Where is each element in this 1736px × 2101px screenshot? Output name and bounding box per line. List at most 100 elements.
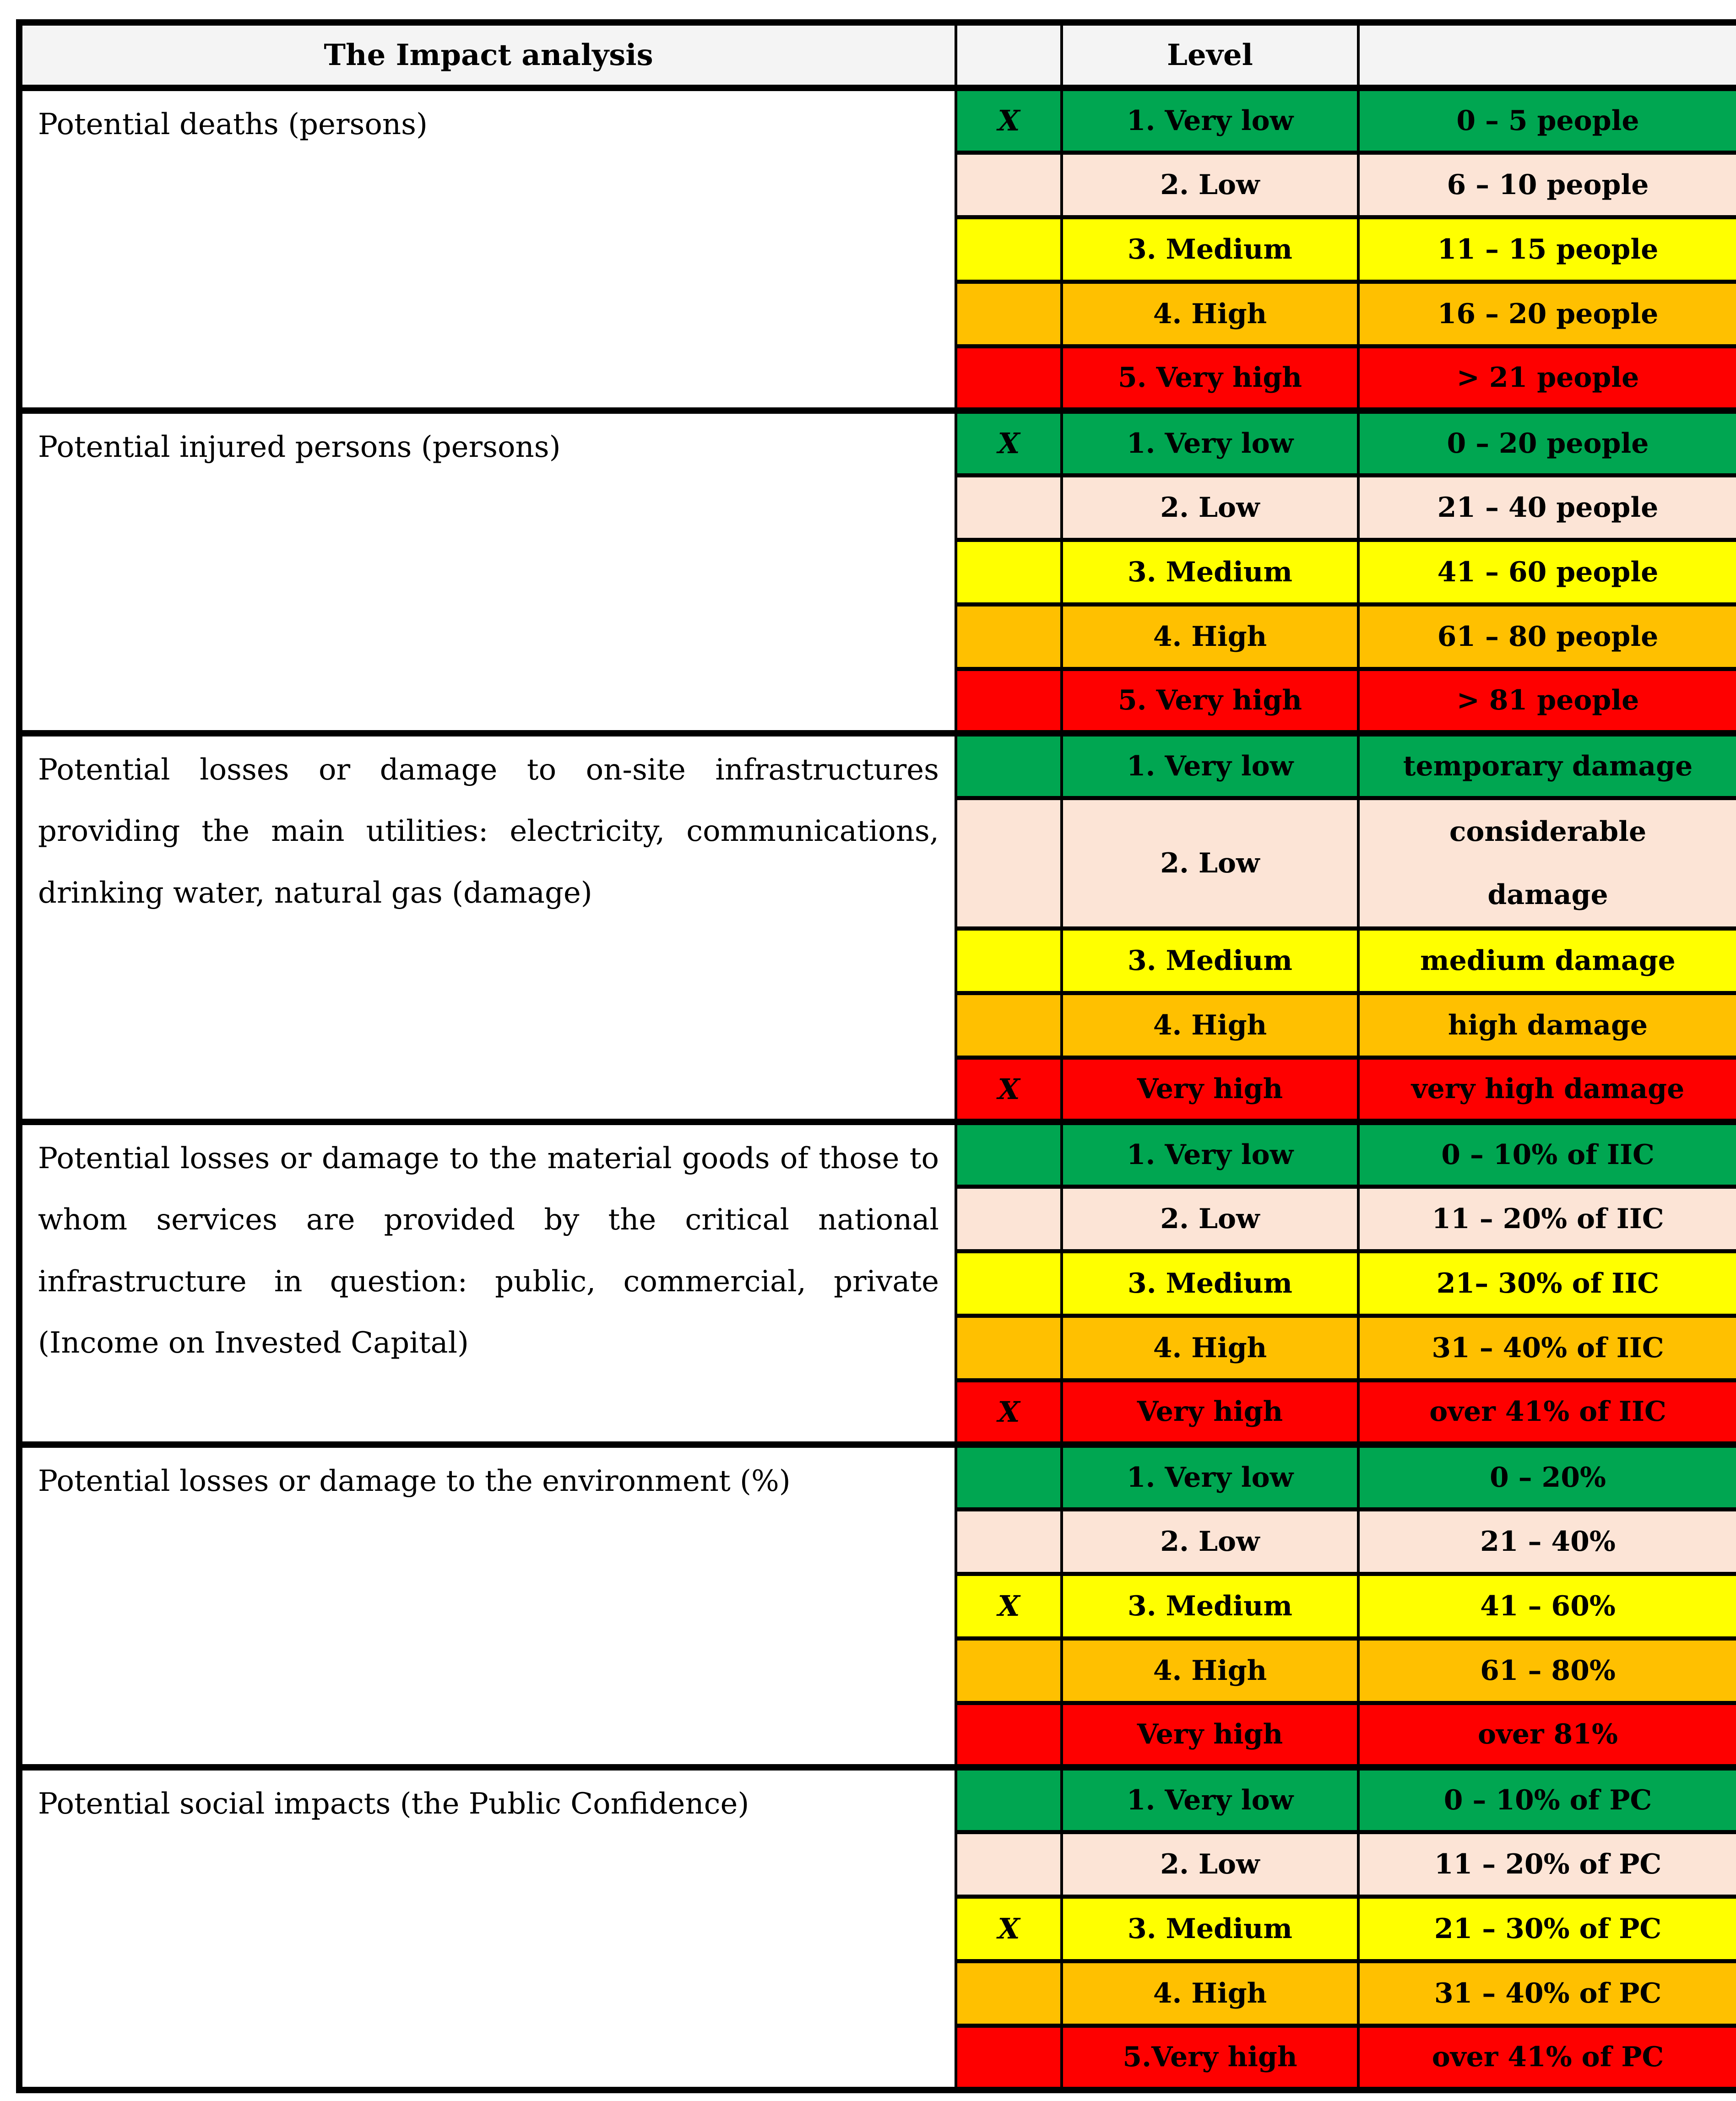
section-description: Potential deaths (persons) bbox=[18, 85, 957, 413]
level-cell: 1. Very low bbox=[1060, 730, 1360, 800]
level-cell: 1. Very low bbox=[1060, 1441, 1360, 1511]
level-cell: 2. Low bbox=[1060, 1507, 1360, 1576]
range-cell: 16 – 20 people bbox=[1357, 279, 1736, 348]
impact-row: 2. Low 11 – 20% of PC bbox=[19, 1830, 1736, 1899]
range-cell: 41 – 60 people bbox=[1357, 537, 1736, 606]
range-cell: 11 – 20% of IIC bbox=[1357, 1184, 1736, 1253]
level-cell: 4. High bbox=[1060, 602, 1360, 671]
description-line: Potential losses or damage to the materi… bbox=[38, 1142, 939, 1175]
range-cell: 11 – 20% of PC bbox=[1357, 1830, 1736, 1899]
marker-cell bbox=[955, 1764, 1063, 1834]
header-range-cell bbox=[1357, 19, 1736, 91]
level-cell: 2. Low bbox=[1060, 1184, 1360, 1253]
marker-x: X bbox=[955, 1894, 1063, 1963]
level-cell: 3. Medium bbox=[1060, 537, 1360, 606]
impact-row: 4. High 16 – 20 people bbox=[19, 279, 1736, 348]
range-cell: 21 – 40% bbox=[1357, 1507, 1736, 1576]
description-line: whom services are provided by the critic… bbox=[38, 1203, 939, 1237]
range-line: damage bbox=[1487, 878, 1608, 911]
impact-row: Very high over 81% bbox=[19, 1700, 1736, 1770]
marker-cell bbox=[955, 1119, 1063, 1189]
section-description: Potential losses or damage to the materi… bbox=[18, 1119, 957, 1447]
impact-analysis-table: The Impact analysis Level Potential deat… bbox=[16, 19, 1736, 2093]
marker-cell bbox=[955, 1959, 1063, 2028]
description-line: drinking water, natural gas (damage) bbox=[38, 876, 592, 910]
marker-cell bbox=[955, 666, 1063, 736]
level-cell: 4. High bbox=[1060, 1636, 1360, 1705]
marker-x: X bbox=[955, 1378, 1063, 1447]
range-cell: temporary damage bbox=[1357, 730, 1736, 800]
marker-cell bbox=[955, 537, 1063, 606]
range-cell: 11 – 15 people bbox=[1357, 215, 1736, 284]
impact-row: 2. Low considerable damage bbox=[19, 796, 1736, 931]
marker-cell bbox=[955, 1830, 1063, 1899]
table-header: The Impact analysis Level bbox=[18, 19, 1736, 91]
impact-row: Potential social impacts (the Public Con… bbox=[18, 1764, 1736, 2092]
description-line: Potential losses or damage to the enviro… bbox=[38, 1464, 791, 1498]
marker-x: X bbox=[955, 1571, 1063, 1641]
marker-x: X bbox=[955, 85, 1063, 155]
header-marker-cell bbox=[955, 19, 1063, 91]
range-line: considerable bbox=[1449, 815, 1647, 848]
impact-table-body: Potential deaths (persons) X 1. Very low 0 … bbox=[18, 85, 1736, 2092]
range-cell: > 21 people bbox=[1357, 344, 1736, 413]
header-row: The Impact analysis Level bbox=[18, 19, 1736, 91]
range-cell: over 81% bbox=[1357, 1700, 1736, 1770]
range-cell: 0 – 20 people bbox=[1357, 407, 1736, 477]
marker-cell bbox=[955, 215, 1063, 284]
level-cell: 3. Medium bbox=[1060, 926, 1360, 995]
marker-cell bbox=[955, 602, 1063, 671]
marker-cell bbox=[955, 150, 1063, 219]
section-description: Potential losses or damage to the enviro… bbox=[18, 1441, 957, 1770]
impact-row: 4. High 61 – 80 people bbox=[19, 602, 1736, 671]
range-cell: high damage bbox=[1357, 991, 1736, 1060]
impact-row: Potential deaths (persons) X 1. Very low 0 … bbox=[18, 85, 1736, 413]
level-cell: 2. Low bbox=[1060, 473, 1360, 542]
section-description: Potential social impacts (the Public Con… bbox=[18, 1764, 957, 2092]
marker-cell bbox=[955, 1507, 1063, 1576]
impact-row: Potential losses or damage to on-site in… bbox=[18, 730, 1736, 1124]
impact-row: 5. Very high > 21 people bbox=[19, 344, 1736, 413]
level-cell: 2. Low bbox=[1060, 1830, 1360, 1899]
impact-row: 2. Low 21 – 40 people bbox=[19, 473, 1736, 542]
range-cell: 0 – 10% of IIC bbox=[1357, 1119, 1736, 1189]
level-cell: 1. Very low bbox=[1060, 1119, 1360, 1189]
range-cell: 0 – 5 people bbox=[1357, 85, 1736, 155]
range-cell: over 41% of IIC bbox=[1357, 1378, 1736, 1447]
range-cell: medium damage bbox=[1357, 926, 1736, 995]
impact-row: 3. Medium 21– 30% of IIC bbox=[19, 1249, 1736, 1318]
marker-cell bbox=[955, 2023, 1063, 2092]
impact-row: Potential losses or damage to the enviro… bbox=[18, 1441, 1736, 1770]
impact-row: X Very high over 41% of IIC bbox=[19, 1378, 1736, 1447]
impact-row: 4. High 31 – 40% of IIC bbox=[19, 1313, 1736, 1382]
level-cell: 4. High bbox=[1060, 279, 1360, 348]
marker-cell bbox=[955, 473, 1063, 542]
level-cell: 4. High bbox=[1060, 1959, 1360, 2028]
range-cell: considerable damage bbox=[1357, 796, 1736, 931]
marker-cell bbox=[955, 926, 1063, 995]
marker-cell bbox=[955, 1249, 1063, 1318]
level-cell: 1. Very low bbox=[1060, 407, 1360, 477]
marker-cell bbox=[955, 1636, 1063, 1705]
range-cell: 61 – 80 people bbox=[1357, 602, 1736, 671]
range-cell: > 81 people bbox=[1357, 666, 1736, 736]
impact-row: 2. Low 11 – 20% of IIC bbox=[19, 1184, 1736, 1253]
marker-cell bbox=[955, 796, 1063, 931]
level-cell: 2. Low bbox=[1060, 796, 1360, 931]
impact-row: 5.Very high over 41% of PC bbox=[19, 2023, 1736, 2092]
description-line: infrastructure in question: public, comm… bbox=[38, 1264, 939, 1299]
level-cell: Very high bbox=[1060, 1700, 1360, 1770]
impact-row: X 3. Medium 41 – 60% bbox=[19, 1571, 1736, 1641]
range-cell: 61 – 80% bbox=[1357, 1636, 1736, 1705]
marker-cell bbox=[955, 1441, 1063, 1511]
level-cell: 4. High bbox=[1060, 991, 1360, 1060]
level-cell: 5. Very high bbox=[1060, 666, 1360, 736]
level-cell: 3. Medium bbox=[1060, 1571, 1360, 1641]
impact-row: 2. Low 6 – 10 people bbox=[19, 150, 1736, 219]
range-cell: very high damage bbox=[1357, 1055, 1736, 1124]
marker-cell bbox=[955, 1184, 1063, 1253]
impact-row: 5. Very high > 81 people bbox=[19, 666, 1736, 736]
level-cell: 1. Very low bbox=[1060, 85, 1360, 155]
impact-row: Potential injured persons (persons) X 1. V… bbox=[18, 407, 1736, 736]
range-cell: 0 – 10% of PC bbox=[1357, 1764, 1736, 1834]
